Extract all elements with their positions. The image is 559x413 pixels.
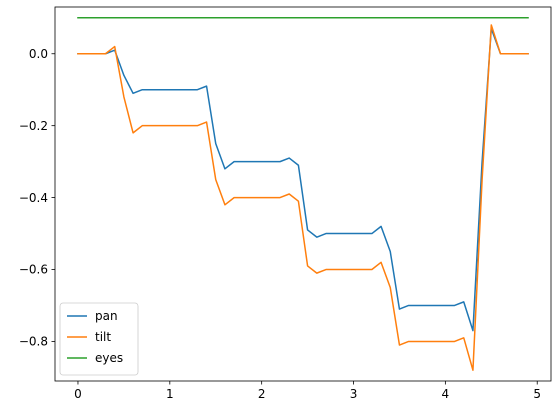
y-tick-label: −0.4 xyxy=(19,191,48,205)
x-tick-label: 2 xyxy=(258,387,266,401)
series-lines xyxy=(77,17,529,371)
legend-box xyxy=(59,302,139,376)
y-tick-label: −0.6 xyxy=(19,263,48,277)
legend-label-eyes: eyes xyxy=(95,351,123,365)
y-tick-label: 0.0 xyxy=(29,47,48,61)
axes: 0 1 2 3 4 5 0.0 −0.2 −0.4 −0.6 −0.8 xyxy=(19,6,552,401)
legend-label-pan: pan xyxy=(95,309,118,323)
series-line-pan xyxy=(77,27,529,332)
y-tick-label: −0.2 xyxy=(19,119,48,133)
x-tick-label: 0 xyxy=(74,387,82,401)
y-tick-label: −0.8 xyxy=(19,335,48,349)
plot-frame xyxy=(54,6,552,382)
x-tick-label: 4 xyxy=(442,387,450,401)
x-tick-label: 5 xyxy=(533,387,541,401)
legend: pan tilt eyes xyxy=(59,302,139,376)
x-tick-label: 1 xyxy=(166,387,174,401)
series-line-tilt xyxy=(77,24,529,371)
legend-label-tilt: tilt xyxy=(95,330,111,344)
x-tick-label: 3 xyxy=(350,387,358,401)
